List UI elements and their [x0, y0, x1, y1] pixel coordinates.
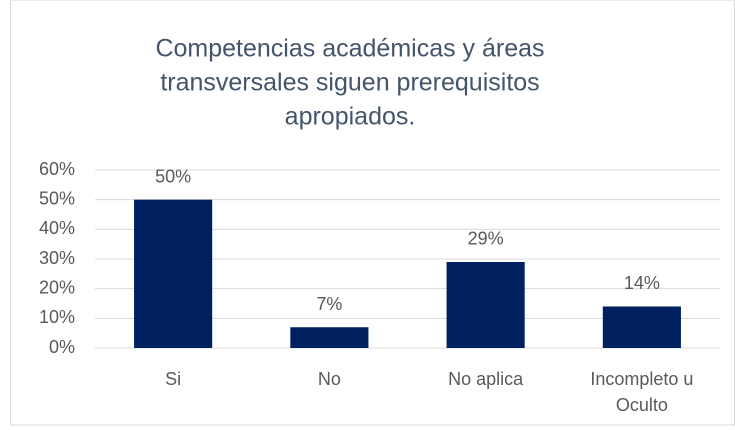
chart-title: transversales siguen prerequisitos — [160, 69, 539, 97]
y-tick-label: 40% — [39, 218, 75, 238]
data-label: 7% — [316, 294, 342, 314]
bar — [134, 199, 213, 348]
bar — [290, 327, 369, 348]
chart-border — [10, 0, 735, 426]
y-tick-label: 50% — [39, 188, 75, 208]
x-tick-label: No — [318, 369, 341, 389]
bar — [446, 261, 525, 348]
y-tick-label: 20% — [39, 277, 75, 297]
x-tick-label: Incompleto u Oculto — [590, 369, 693, 415]
bar — [602, 306, 681, 348]
data-label: 29% — [468, 229, 504, 249]
y-tick-label: 60% — [39, 159, 75, 179]
y-tick-label: 0% — [49, 337, 75, 357]
chart-title: apropiados. — [285, 103, 416, 131]
x-tick-label: Si — [165, 369, 181, 389]
y-tick-label: 10% — [39, 307, 75, 327]
data-label: 14% — [624, 273, 660, 293]
x-tick-label: No aplica — [448, 369, 524, 389]
chart-title: Competencias académicas y áreas — [155, 35, 544, 63]
data-label: 50% — [155, 166, 191, 186]
y-tick-label: 30% — [39, 248, 75, 268]
